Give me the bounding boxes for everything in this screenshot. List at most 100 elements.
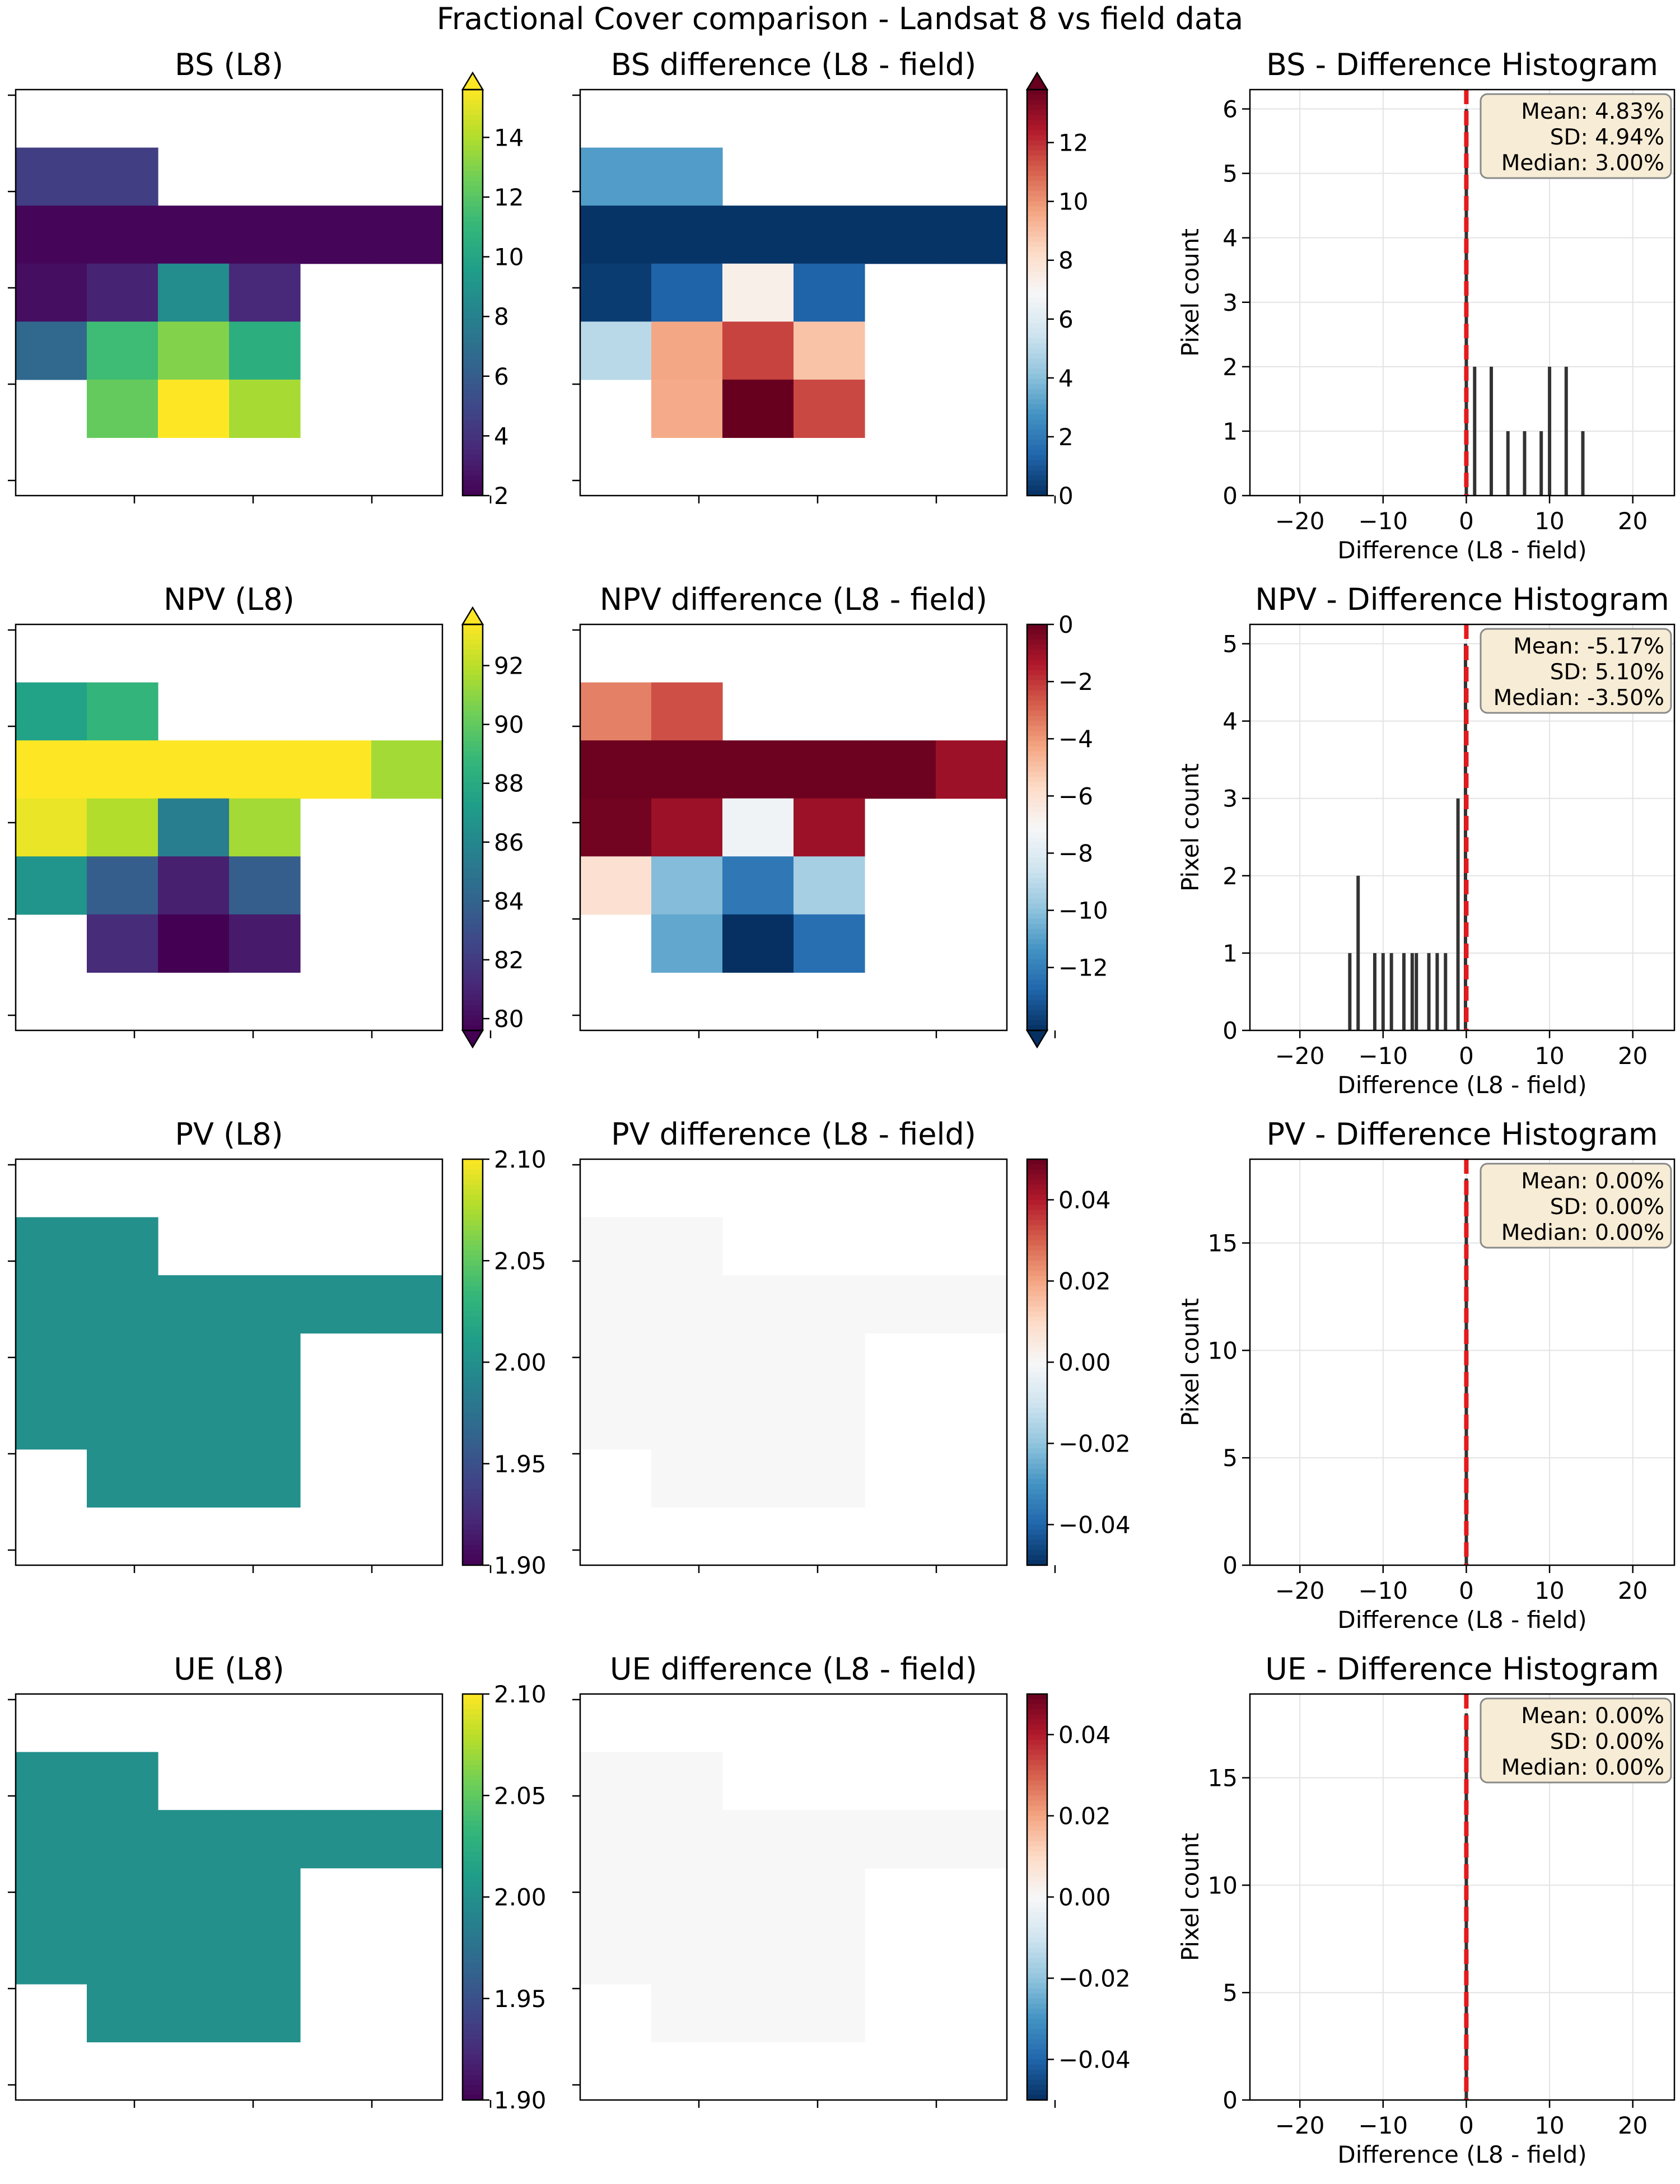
bs-diff-colorbar-seg-44 — [1027, 312, 1047, 319]
npv-map-colorbar-seg-31 — [463, 781, 483, 787]
ue-map-title: UE (L8) — [174, 1651, 284, 1687]
ue-hist-stats-line-0: Mean: 0.00% — [1521, 1704, 1664, 1729]
npv-map-colorbar-seg-69 — [463, 974, 483, 981]
npv-diff-colorbar-seg-57 — [1027, 913, 1047, 920]
npv-diff-colorbar-seg-54 — [1027, 898, 1047, 904]
ue-map-cell-r2c0 — [16, 1810, 87, 1869]
npv-map-colorbar-seg-11 — [463, 680, 483, 686]
pv-diff-colorbar-seg-38 — [1027, 1352, 1047, 1358]
ue-map-colorbar-seg-3 — [463, 1709, 483, 1715]
bs-map-title: BS (L8) — [175, 47, 283, 82]
ue-diff-colorbar-seg-57 — [1027, 1983, 1047, 1989]
npv-map-colorbar-seg-3 — [463, 640, 483, 646]
npv-map-colorbar-seg-36 — [463, 807, 483, 813]
bs-map-colorbar-seg-4 — [463, 110, 483, 116]
bs-diff-colorbar-seg-34 — [1027, 262, 1047, 268]
pv-map-cell-r1c1 — [87, 1217, 158, 1276]
pv-map-colorbar-seg-13 — [463, 1225, 483, 1231]
npv-diff-cell-r2c3 — [794, 740, 865, 799]
npv-hist-xtick-label-2: 0 — [1459, 1042, 1474, 1070]
npv-diff-colorbar-seg-37 — [1027, 812, 1047, 818]
bs-hist-ytick-label-1: 1 — [1222, 418, 1238, 445]
bs-hist-ytick-label-2: 2 — [1222, 353, 1238, 381]
npv-map-colorbar-seg-18 — [463, 716, 483, 721]
pv-map-colorbar-seg-61 — [463, 1468, 483, 1474]
ue-map-cell-r2c1 — [87, 1810, 158, 1869]
pv-diff-cell-r4c3 — [794, 1391, 865, 1450]
npv-map-colorbar-seg-33 — [463, 792, 483, 797]
bs-map-colorbar-seg-10 — [463, 140, 483, 146]
ue-map-colorbar-seg-56 — [463, 1978, 483, 1984]
ue-diff-cell-r5c2 — [722, 1984, 794, 2043]
npv-hist-stats-line-2: Median: -3.50% — [1494, 685, 1664, 711]
pv-hist-bar-0 — [1464, 1178, 1468, 1565]
ue-map-colorbar-seg-21 — [463, 1800, 483, 1807]
bs-hist-title: BS - Difference Histogram — [1266, 47, 1658, 82]
ue-diff-colorbar-seg-53 — [1027, 1963, 1047, 1969]
ue-map-heatmap: UE (L8) 1.90 1.95 2.00 2.05 2.10 — [8, 1651, 547, 2114]
ue-map-colorbar-seg-16 — [463, 1775, 483, 1781]
npv-diff-colorbar-seg-75 — [1027, 1005, 1047, 1011]
bs-hist-ytick-label-6: 6 — [1222, 96, 1238, 123]
ue-map-colorbar-seg-45 — [463, 1922, 483, 1928]
bs-hist-xtick-label-2: 0 — [1459, 507, 1474, 535]
ue-map-cell-r1c0 — [16, 1752, 87, 1810]
pv-diff-cell-r2c2 — [722, 1275, 794, 1334]
ue-map-cell-r4c0 — [16, 1926, 87, 1985]
ue-diff-colorbar-seg-33 — [1027, 1861, 1047, 1867]
bs-map-cell-r2c1 — [87, 206, 158, 264]
bs-map-colorbar-tick-label-1: 4 — [494, 422, 509, 450]
npv-map-colorbar-seg-74 — [463, 1000, 483, 1006]
npv-map-colorbar-seg-47 — [463, 862, 483, 869]
bs-diff-cell-r5c2 — [722, 379, 794, 438]
pv-diff-colorbar-seg-22 — [1027, 1271, 1047, 1277]
npv-diff-cell-r4c3 — [794, 856, 865, 915]
bs-map-colorbar-seg-50 — [463, 343, 483, 349]
npv-diff-colorbar-seg-3 — [1027, 640, 1047, 646]
pv-diff-colorbar-seg-49 — [1027, 1408, 1047, 1413]
bs-diff-colorbar-seg-31 — [1027, 246, 1047, 253]
ue-diff-colorbar-seg-50 — [1027, 1948, 1047, 1953]
npv-diff-colorbar-seg-71 — [1027, 984, 1047, 991]
bs-map-colorbar-seg-40 — [463, 292, 483, 298]
bs-map-colorbar-seg-75 — [463, 470, 483, 476]
pv-map-colorbar-seg-54 — [463, 1433, 483, 1439]
npv-diff-colorbar-seg-48 — [1027, 868, 1047, 874]
bs-diff-title: BS difference (L8 - field) — [611, 47, 977, 82]
pv-map-colorbar-seg-15 — [463, 1235, 483, 1241]
bs-diff-colorbar-seg-6 — [1027, 120, 1047, 126]
pv-map-colorbar-seg-69 — [463, 1509, 483, 1515]
ue-map-cell-r2c2 — [158, 1810, 230, 1869]
pv-diff-colorbar-seg-10 — [1027, 1210, 1047, 1216]
bs-diff-colorbar-seg-17 — [1027, 176, 1047, 181]
npv-map-colorbar-tick-label-1: 82 — [494, 946, 524, 974]
bs-diff-cell-r2c4 — [865, 206, 936, 264]
ue-diff-colorbar-seg-13 — [1027, 1760, 1047, 1766]
npv-map-colorbar-seg-42 — [463, 837, 483, 843]
pv-map-colorbar-seg-1 — [463, 1164, 483, 1170]
bs-map-colorbar-seg-8 — [463, 130, 483, 136]
bs-hist-bar-1 — [1473, 366, 1477, 496]
npv-diff-colorbar-seg-21 — [1027, 731, 1047, 737]
bs-diff-colorbar-seg-39 — [1027, 287, 1047, 293]
pv-diff-colorbar-seg-11 — [1027, 1215, 1047, 1221]
bs-diff-colorbar-seg-13 — [1027, 155, 1047, 161]
bs-diff-colorbar-seg-2 — [1027, 100, 1047, 105]
ue-map-colorbar-seg-63 — [463, 2013, 483, 2019]
pv-map-cell-r1c0 — [16, 1217, 87, 1276]
npv-map-colorbar-seg-28 — [463, 766, 483, 772]
ue-map-cell-r3c1 — [87, 1868, 158, 1926]
npv-map-colorbar-tick-label-6: 92 — [494, 652, 524, 680]
bs-diff-cells — [580, 147, 1007, 438]
pv-map-cell-r4c3 — [229, 1391, 301, 1450]
npv-diff-colorbar-seg-31 — [1027, 781, 1047, 787]
bs-map-colorbar-seg-61 — [463, 399, 483, 405]
ue-map-colorbar-seg-25 — [463, 1821, 483, 1827]
pv-diff-colorbar-seg-50 — [1027, 1413, 1047, 1418]
ue-diff-colorbar-seg-4 — [1027, 1714, 1047, 1720]
npv-map-colorbar-seg-40 — [463, 827, 483, 833]
ue-diff-colorbar-seg-22 — [1027, 1805, 1047, 1812]
npv-map-cell-r5c3 — [229, 914, 301, 973]
npv-hist-ytick-label-1: 1 — [1222, 940, 1238, 967]
